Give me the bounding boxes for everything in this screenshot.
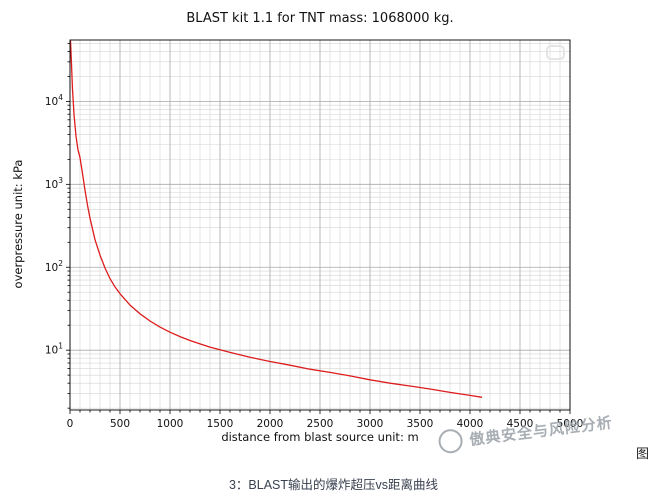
svg-text:1500: 1500 (207, 418, 234, 430)
svg-text:1000: 1000 (157, 418, 184, 430)
svg-text:101: 101 (45, 342, 63, 357)
major-gridlines (69, 40, 571, 410)
watermark-logo-icon (437, 427, 464, 455)
svg-text:104: 104 (45, 93, 63, 108)
svg-text:2000: 2000 (257, 418, 284, 430)
plot-border (69, 39, 571, 411)
svg-text:3000: 3000 (357, 418, 384, 430)
tick-labels: 0 500 1000 1500 2000 2500 3000 3500 4000 4500 5000… (45, 93, 584, 430)
svg-text:4000: 4000 (457, 418, 484, 430)
x-axis-label: distance from blast source unit: m (221, 430, 419, 444)
figure-caption: 3：BLAST输出的爆炸超压vs距离曲线 (228, 478, 439, 492)
overpressure-curve (69, 40, 483, 398)
svg-text:0: 0 (67, 418, 74, 430)
svg-text:4500: 4500 (507, 418, 534, 430)
svg-text:3500: 3500 (407, 418, 434, 430)
chart-title: BLAST kit 1.1 for TNT mass: 1068000 kg. (186, 11, 454, 26)
figure-side-label: 图 (636, 446, 650, 461)
svg-text:103: 103 (45, 176, 63, 191)
svg-text:2500: 2500 (307, 418, 334, 430)
svg-text:5000: 5000 (557, 418, 584, 430)
ghost-badge-icon (546, 45, 565, 60)
y-axis-label: overpressure unit: kPa (11, 159, 25, 289)
svg-text:102: 102 (45, 259, 63, 274)
blast-overpressure-chart: 0 500 1000 1500 2000 2500 3000 3500 4000 4500 5000… (45, 39, 584, 430)
svg-text:500: 500 (110, 418, 130, 430)
